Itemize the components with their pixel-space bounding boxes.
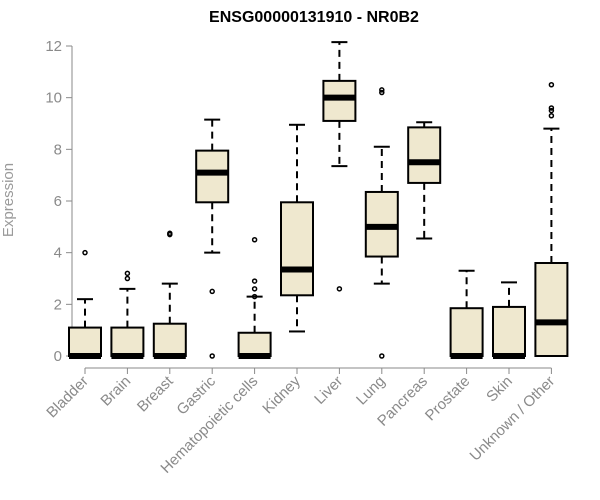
x-tick-label: Kidney — [259, 372, 304, 417]
box — [110, 326, 145, 358]
y-tick-label: 4 — [54, 245, 62, 262]
x-tick-label: Lung — [353, 373, 389, 409]
box — [322, 79, 357, 122]
box — [195, 149, 230, 204]
boxplot-bladder — [68, 249, 102, 359]
y-axis-label: Expression — [0, 163, 17, 237]
boxplot-kidney — [280, 123, 314, 333]
boxplot-hematopoietic-cells — [237, 237, 272, 359]
boxplot-brain — [110, 270, 145, 359]
box — [534, 262, 569, 357]
boxplots — [68, 41, 569, 359]
y-axis: 0 2 4 6 8 10 12 — [45, 38, 73, 365]
outlier-point — [209, 353, 215, 359]
x-tick-label: Brain — [97, 373, 134, 410]
box — [152, 322, 187, 358]
outlier-point — [548, 105, 555, 111]
outlier-point — [167, 230, 173, 237]
box — [449, 307, 484, 358]
y-tick-label: 8 — [54, 141, 62, 158]
outlier-point — [548, 113, 555, 119]
outlier-point — [379, 353, 385, 359]
x-tick-label: Prostate — [422, 373, 474, 425]
outlier-point — [251, 286, 258, 292]
y-tick-label: 6 — [54, 193, 62, 210]
boxplot-skin — [492, 281, 526, 359]
y-tick-label: 0 — [54, 348, 62, 365]
box — [492, 305, 526, 357]
outlier-point — [124, 270, 131, 277]
box — [237, 331, 272, 357]
boxplot-gastric — [195, 118, 230, 359]
outlier-point — [548, 82, 555, 88]
outlier-point — [336, 286, 343, 292]
outlier-point — [251, 278, 258, 284]
outlier-point — [251, 293, 258, 300]
boxplot-pancreas — [407, 121, 442, 240]
boxplot-lung — [364, 87, 399, 359]
outlier-point — [251, 237, 258, 243]
boxplot-liver — [322, 41, 357, 292]
x-tick-label: Skin — [483, 373, 516, 406]
outlier-point — [82, 249, 88, 256]
box — [280, 201, 314, 297]
x-tick-label: Bladder — [43, 373, 92, 422]
outlier-point — [209, 288, 215, 295]
outlier-point — [379, 87, 385, 93]
outlier-point — [124, 275, 131, 282]
boxplot-prostate — [449, 269, 484, 359]
chart-title: ENSG00000131910 - NR0B2 — [209, 9, 419, 26]
box — [407, 126, 442, 184]
outlier-point — [379, 89, 385, 96]
boxplot-breast — [152, 230, 187, 359]
x-tick-label: Liver — [311, 373, 346, 408]
y-tick-label: 12 — [45, 38, 62, 55]
outlier-point — [548, 107, 555, 114]
box — [68, 326, 102, 358]
y-tick-label: 10 — [45, 90, 62, 107]
x-tick-label: Breast — [134, 372, 177, 415]
boxplot-unknown-other — [534, 82, 569, 357]
y-tick-label: 2 — [54, 296, 62, 313]
